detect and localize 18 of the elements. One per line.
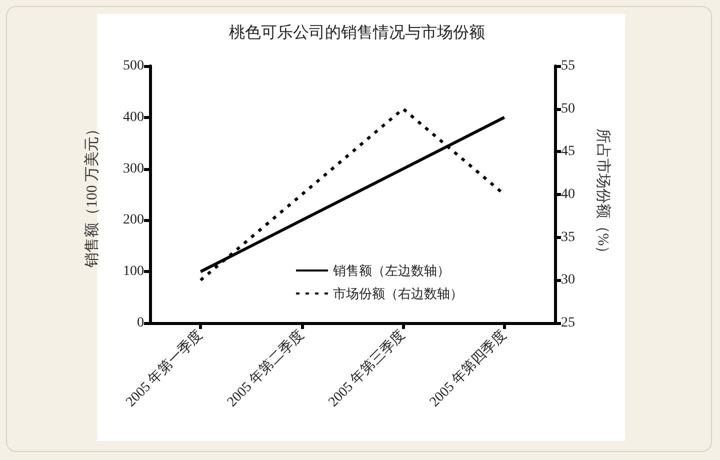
y2-axis-title: 所占市场份额（%） — [594, 128, 612, 261]
legend-label: 市场份额（右边数轴） — [333, 286, 463, 301]
legend-label: 销售额（左边数轴） — [332, 263, 450, 278]
y2-tick-label: 25 — [561, 316, 575, 330]
y-tick-label: 100 — [123, 264, 144, 280]
y2-tick-label: 50 — [561, 101, 575, 116]
y-tick-label: 200 — [123, 212, 144, 228]
y2-tick-label: 55 — [561, 58, 575, 74]
y-tick-label: 0 — [137, 316, 144, 330]
y2-tick-label: 40 — [561, 187, 575, 202]
y-axis-title: 销售额（100 万美元） — [84, 121, 100, 269]
y2-tick-label: 35 — [561, 230, 575, 245]
chart-title: 桃色可乐公司的销售情况与市场份额 — [229, 24, 485, 42]
y-tick-label: 400 — [123, 110, 144, 125]
y2-tick-label: 30 — [561, 272, 575, 288]
y-tick-label: 300 — [123, 161, 144, 176]
y2-tick-label: 45 — [561, 144, 575, 160]
y-tick-label: 500 — [123, 58, 144, 74]
